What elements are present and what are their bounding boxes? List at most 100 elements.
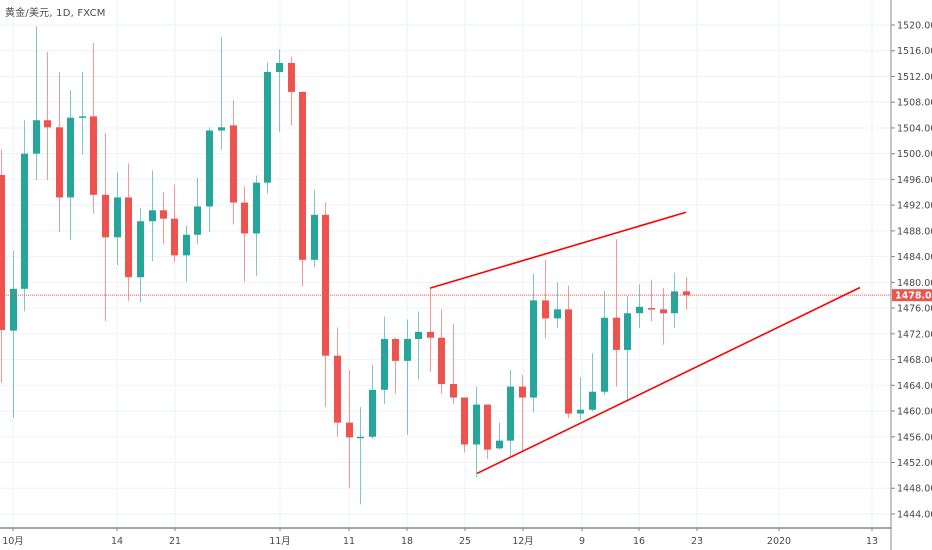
chart-title: 黄金/美元, 1D, FXCM bbox=[5, 8, 106, 19]
time-tick-label: 12月 bbox=[512, 536, 534, 547]
candle-down bbox=[102, 133, 109, 321]
candle-up bbox=[79, 71, 86, 155]
candle-down bbox=[299, 91, 306, 287]
candle-up bbox=[183, 225, 190, 282]
candle-down bbox=[125, 163, 132, 302]
candle-up bbox=[264, 62, 271, 194]
candle-up bbox=[253, 175, 260, 276]
candle-down bbox=[660, 288, 667, 345]
price-tick-label: 1476.00 bbox=[897, 304, 932, 315]
candle-down bbox=[171, 184, 178, 263]
price-tick-label: 1512.00 bbox=[897, 72, 932, 83]
price-tick-label: 1452.00 bbox=[897, 458, 932, 469]
candle-up bbox=[137, 207, 144, 303]
candle-up bbox=[67, 89, 74, 240]
candle-down bbox=[160, 192, 167, 245]
candle-up bbox=[415, 311, 422, 380]
trendlines[interactable] bbox=[429, 211, 861, 475]
candle-up bbox=[404, 319, 411, 435]
last-price-badge bbox=[892, 289, 932, 302]
time-tick-label: 23 bbox=[691, 536, 703, 547]
candle-down bbox=[519, 375, 526, 451]
candle-up bbox=[114, 172, 121, 265]
candle-up bbox=[577, 376, 584, 421]
candle-down bbox=[334, 327, 341, 437]
price-tick-label: 1444.00 bbox=[897, 509, 932, 520]
candle-up bbox=[218, 37, 225, 150]
candles bbox=[0, 26, 690, 505]
candle-up bbox=[149, 170, 156, 262]
candle-up bbox=[624, 296, 631, 401]
candle-up bbox=[496, 422, 503, 450]
candle-down bbox=[90, 43, 97, 214]
price-tick-label: 1472.00 bbox=[897, 329, 932, 340]
candle-down bbox=[484, 404, 491, 460]
candle-up bbox=[507, 369, 514, 458]
time-tick-label: 14 bbox=[111, 536, 123, 547]
candle-up bbox=[473, 386, 480, 478]
price-tick-label: 1496.00 bbox=[897, 175, 932, 186]
price-tick-label: 1504.00 bbox=[897, 123, 932, 134]
candle-up bbox=[21, 120, 28, 312]
grid-lines bbox=[0, 0, 891, 528]
time-tick-label: 10月 bbox=[2, 536, 24, 547]
price-axis[interactable]: 1520.00 1516.00 1512.00 1508.00 1504.00 1500.… bbox=[890, 0, 932, 550]
candle-down bbox=[44, 52, 51, 181]
candle-down bbox=[288, 56, 295, 126]
candle-down bbox=[230, 100, 237, 225]
candle-up bbox=[671, 272, 678, 329]
candle-down bbox=[648, 279, 655, 321]
time-tick-label: 13 bbox=[866, 536, 878, 547]
candle-up bbox=[369, 364, 376, 439]
candle-down bbox=[450, 324, 457, 404]
price-tick-label: 1492.00 bbox=[897, 201, 932, 212]
candle-down bbox=[241, 186, 248, 282]
candle-up bbox=[311, 189, 318, 267]
candle-up bbox=[10, 250, 17, 418]
upper-channel-line[interactable] bbox=[429, 211, 687, 289]
candle-up bbox=[601, 290, 608, 395]
candle-down bbox=[565, 285, 572, 419]
price-tick-label: 1448.00 bbox=[897, 484, 932, 495]
candle-up bbox=[194, 177, 201, 245]
time-tick-label: 9 bbox=[579, 536, 585, 547]
price-tick-label: 1516.00 bbox=[897, 46, 932, 57]
price-tick-label: 1464.00 bbox=[897, 381, 932, 392]
time-tick-label: 11 bbox=[343, 536, 355, 547]
price-tick-label: 1456.00 bbox=[897, 432, 932, 443]
candle-up bbox=[357, 407, 364, 505]
time-tick-label: 16 bbox=[633, 536, 645, 547]
candle-down bbox=[613, 239, 620, 387]
time-tick-label: 18 bbox=[401, 536, 413, 547]
price-tick-label: 1500.00 bbox=[897, 149, 932, 160]
price-tick-label: 1468.00 bbox=[897, 355, 932, 366]
candle-down bbox=[56, 71, 63, 233]
price-tick-label: 1508.00 bbox=[897, 98, 932, 109]
price-tick-label: 1520.00 bbox=[897, 21, 932, 32]
last-price-value: 1478.01 bbox=[895, 291, 932, 302]
candle-up bbox=[276, 49, 283, 132]
candle-down bbox=[0, 149, 5, 383]
time-tick-label: 25 bbox=[459, 536, 471, 547]
candle-up bbox=[206, 127, 213, 233]
lower-channel-line[interactable] bbox=[476, 286, 861, 475]
candle-up bbox=[636, 284, 643, 329]
candle-up bbox=[33, 26, 40, 181]
price-tick-label: 1488.00 bbox=[897, 226, 932, 237]
price-tick-label: 1484.00 bbox=[897, 252, 932, 263]
candle-down bbox=[322, 202, 329, 408]
candle-down bbox=[427, 288, 434, 372]
candle-down bbox=[461, 397, 468, 453]
time-tick-label: 21 bbox=[169, 536, 181, 547]
time-tick-label: 2020 bbox=[767, 536, 791, 547]
candle-up bbox=[589, 353, 596, 412]
candle-down bbox=[392, 337, 399, 394]
candle-up bbox=[554, 282, 561, 329]
price-tick-label: 1480.00 bbox=[897, 278, 932, 289]
candle-up bbox=[381, 316, 388, 404]
candle-down bbox=[346, 369, 353, 489]
candle-down bbox=[438, 309, 445, 394]
candle-down bbox=[683, 277, 690, 310]
time-axis[interactable]: 10月 14 21 11月 11 18 25 12月 9 16 23 2020 13 bbox=[0, 527, 891, 547]
